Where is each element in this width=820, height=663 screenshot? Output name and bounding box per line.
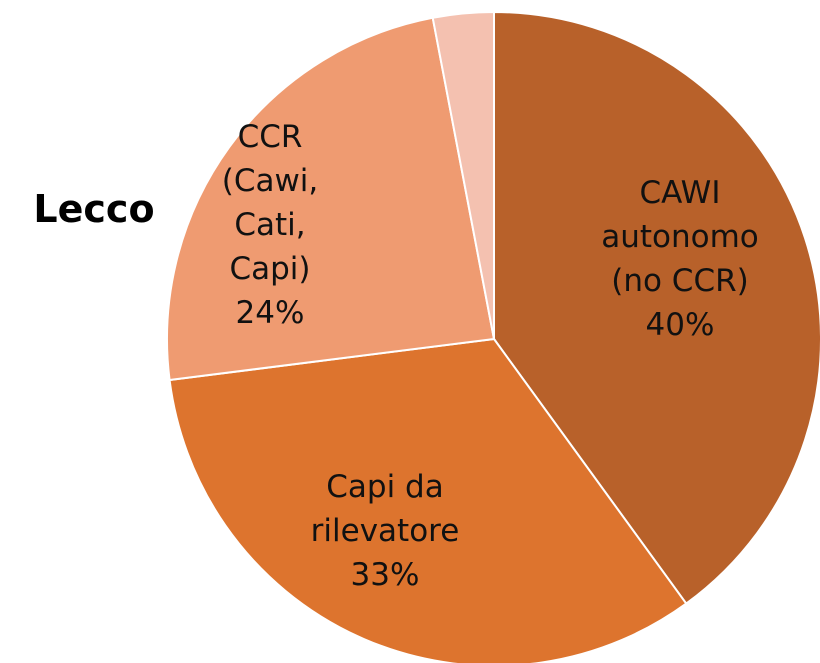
label-line: rilevatore bbox=[311, 513, 460, 549]
label-line: (Cawi, bbox=[222, 163, 319, 199]
value-label: 40% bbox=[646, 307, 715, 343]
slice-label: Capi da rilevatore 33% bbox=[311, 469, 460, 593]
label-line: Capi da bbox=[326, 469, 443, 505]
chart-title: Lecco bbox=[33, 187, 154, 231]
value-label: 24% bbox=[236, 295, 305, 331]
pie-slice bbox=[168, 337, 688, 663]
label-line: Capi) bbox=[229, 251, 310, 287]
value-label: 33% bbox=[351, 557, 420, 593]
category-label: Capi da rilevatore bbox=[311, 469, 460, 549]
category-label: CAWI autonomo (no CCR) bbox=[601, 175, 759, 299]
pie-slice bbox=[431, 10, 495, 340]
pie-slice bbox=[166, 16, 496, 382]
slice-label: CAWI autonomo (no CCR) 40% bbox=[601, 175, 759, 343]
category-label: CCR (Cawi, Cati, Capi) bbox=[222, 119, 319, 287]
label-line: (no CCR) bbox=[611, 263, 749, 299]
pie-slice bbox=[493, 10, 820, 605]
label-line: CCR bbox=[238, 119, 303, 155]
label-line: Cati, bbox=[234, 207, 305, 243]
label-line: CAWI bbox=[640, 175, 721, 211]
slice-label: CCR (Cawi, Cati, Capi) 24% bbox=[222, 119, 319, 331]
label-line: autonomo bbox=[601, 219, 759, 255]
